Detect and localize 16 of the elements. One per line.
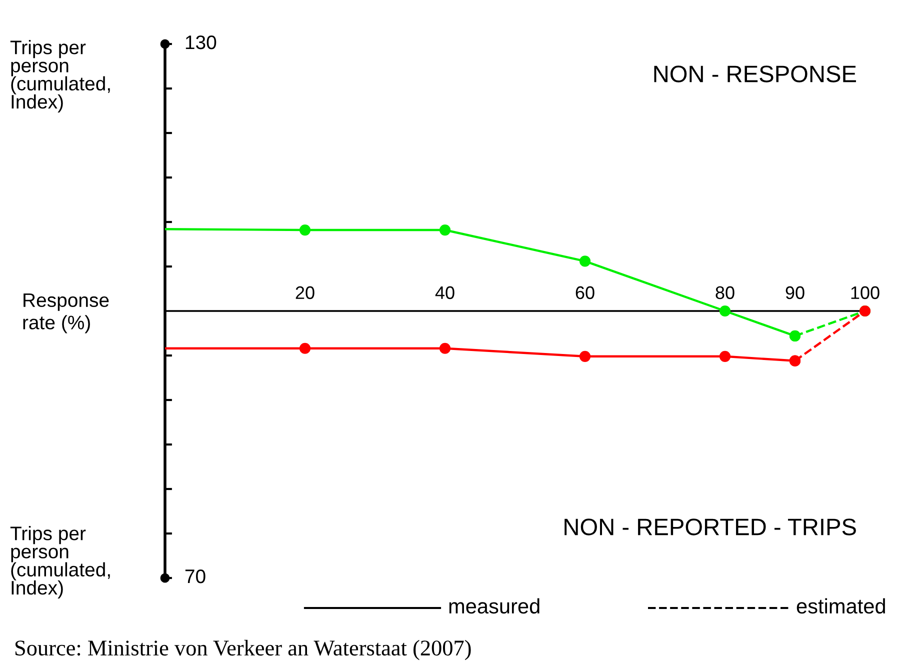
y-tick-label: 70: [185, 569, 206, 584]
x-tick-label: 90: [786, 286, 804, 300]
source-note: Source: Ministrie von Verkeer an Waterstaat (2007): [15, 640, 471, 660]
x-tick-label: 80: [716, 286, 734, 300]
y-tick-label: 130: [186, 35, 216, 50]
x-tick-label: 40: [435, 286, 454, 300]
y-axis-title: Trips per person (cumulated, Index): [10, 40, 110, 112]
text: measured: [449, 598, 540, 614]
text: Trips per person (cumulated, Index): [10, 526, 110, 598]
x-axis-title: Response rate (%): [23, 293, 109, 334]
x-tick-label: 60: [576, 286, 594, 300]
text: estimated: [796, 598, 885, 614]
x-tick-label: 20: [296, 286, 314, 300]
annotation: NON - REPORTED - TRIPS: [564, 518, 856, 536]
annotation: NON - RESPONSE: [654, 66, 856, 82]
x-tick-label: 100: [851, 286, 880, 300]
